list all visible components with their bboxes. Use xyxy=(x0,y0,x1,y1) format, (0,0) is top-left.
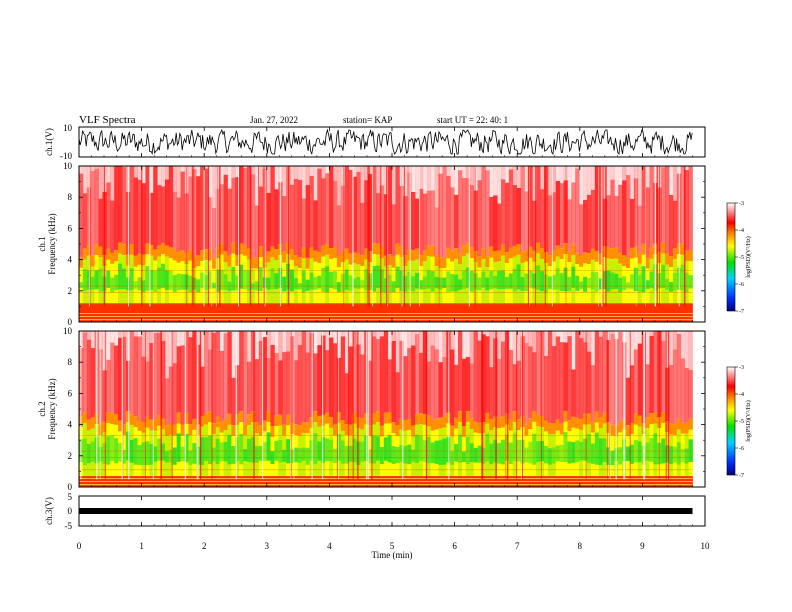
spectrogram-ch2-ylabel-channel: ch.2 xyxy=(37,401,47,416)
waveform-ch3-panel: 5 0 -5 ch.3(V) xyxy=(44,492,706,531)
spectrogram-ch1-panel: 0 2 4 6 8 10 ch.1 Frequency (kHz) xyxy=(37,161,706,327)
colorbar-tick-label: -5 xyxy=(739,255,744,261)
spectrogram-ch1-ytick-label: 10 xyxy=(63,161,73,171)
colorbar-tick-label: -4 xyxy=(739,392,744,398)
waveform-ch3-ytick-top: 5 xyxy=(68,492,73,502)
spectrogram-ch2-ytick-label: 0 xyxy=(68,482,73,492)
colorbar-tick-label: -3 xyxy=(739,365,744,371)
colorbar-tick-label: -7 xyxy=(739,473,744,479)
colorbar-ch1-label: log(PSD)(V²/Hz) xyxy=(745,236,752,277)
spectrogram-ch1-ytick-label: 2 xyxy=(68,286,73,296)
time-axis-tick-label: 9 xyxy=(640,541,645,551)
spectrogram-ch1-ytick-label: 8 xyxy=(68,192,73,202)
time-axis-tick-label: 4 xyxy=(327,541,332,551)
time-axis-tick-label: 3 xyxy=(265,541,270,551)
spectrogram-ch1-ytick-label: 0 xyxy=(68,317,73,327)
spectrogram-ch2-ytick-label: 6 xyxy=(68,388,73,398)
time-axis-tick-label: 5 xyxy=(390,541,395,551)
figure-title: VLF Spectra xyxy=(79,114,136,126)
spectrogram-ch2-yticks: 0 2 4 6 8 10 xyxy=(63,326,705,492)
spectrogram-ch1-ytick-label: 4 xyxy=(68,255,73,265)
spectrogram-ch2-ytick-label: 10 xyxy=(63,326,73,336)
waveform-ch3-ytick-mid: 0 xyxy=(68,506,73,516)
spectrogram-ch1-ytick-label: 6 xyxy=(68,223,73,233)
time-axis-tick-label: 6 xyxy=(452,541,457,551)
spectrogram-ch2-image xyxy=(79,331,693,487)
colorbar-tick-label: -4 xyxy=(739,228,744,234)
colorbar-tick-label: -7 xyxy=(739,309,744,315)
colorbar-ch1-ticks: -3 -4 -5 -6 -7 xyxy=(735,201,744,315)
colorbar-ch2-gradient xyxy=(726,366,736,476)
spectrogram-ch2-ytick-label: 2 xyxy=(68,451,73,461)
time-axis-label: Time (min) xyxy=(372,550,413,560)
spectrogram-ch2-panel: 0 2 4 6 8 10 ch.2 Frequency (kHz) xyxy=(37,326,706,492)
spectrogram-ch1-image xyxy=(79,166,693,322)
waveform-ch3-ylabel: ch.3(V) xyxy=(44,497,54,525)
time-axis-tick-label: 10 xyxy=(701,541,711,551)
colorbar-ch1: -3 -4 -5 -6 -7 log(PSD)(V²/Hz) xyxy=(726,201,752,315)
time-axis-tick-label: 2 xyxy=(202,541,207,551)
waveform-ch1-ytick-top: 10 xyxy=(63,123,73,133)
spectrogram-ch1-ylabel-channel: ch.1 xyxy=(37,236,47,251)
colorbar-tick-label: -5 xyxy=(739,419,744,425)
time-axis-tick-label: 1 xyxy=(139,541,144,551)
colorbar-tick-label: -6 xyxy=(739,446,744,452)
time-axis-ticks: 0 1 2 3 4 5 6 7 8 9 10 xyxy=(77,127,710,551)
time-axis-tick-label: 8 xyxy=(578,541,583,551)
waveform-ch3-trace xyxy=(79,508,693,514)
colorbar-ch1-gradient xyxy=(726,202,736,312)
waveform-ch1-trace xyxy=(78,128,693,156)
spectrogram-ch2-ytick-label: 8 xyxy=(68,357,73,367)
colorbar-tick-label: -6 xyxy=(739,282,744,288)
waveform-ch1-line xyxy=(78,128,693,156)
waveform-ch1-ylabel: ch.1(V) xyxy=(44,128,54,156)
start-ut-label: start UT = 22: 40: 1 xyxy=(437,115,508,125)
colorbar-ch2-ticks: -3 -4 -5 -6 -7 xyxy=(735,365,744,479)
time-axis-tick-label: 0 xyxy=(77,541,82,551)
colorbar-tick-label: -3 xyxy=(739,201,744,207)
date-label: Jan. 27, 2022 xyxy=(250,115,298,125)
time-axis-tick-label: 7 xyxy=(515,541,520,551)
colorbar-ch2-label: log(PSD)(V²/Hz) xyxy=(745,400,752,441)
waveform-ch3-ytick-bottom: -5 xyxy=(65,521,73,531)
spectrogram-ch1-yticks: 0 2 4 6 8 10 xyxy=(63,161,705,327)
waveform-ch1-panel: 10 -10 ch.1(V) xyxy=(44,123,706,161)
spectrogram-ch2-ylabel-frequency: Frequency (kHz) xyxy=(47,378,57,439)
waveform-ch1-ytick-bottom: -10 xyxy=(60,151,72,161)
spectrogram-ch1-ylabel-frequency: Frequency (kHz) xyxy=(47,213,57,274)
station-label: station= KAP xyxy=(343,115,392,125)
spectrogram-ch2-ytick-label: 4 xyxy=(68,420,73,430)
colorbar-ch2: -3 -4 -5 -6 -7 log(PSD)(V²/Hz) xyxy=(726,365,752,479)
